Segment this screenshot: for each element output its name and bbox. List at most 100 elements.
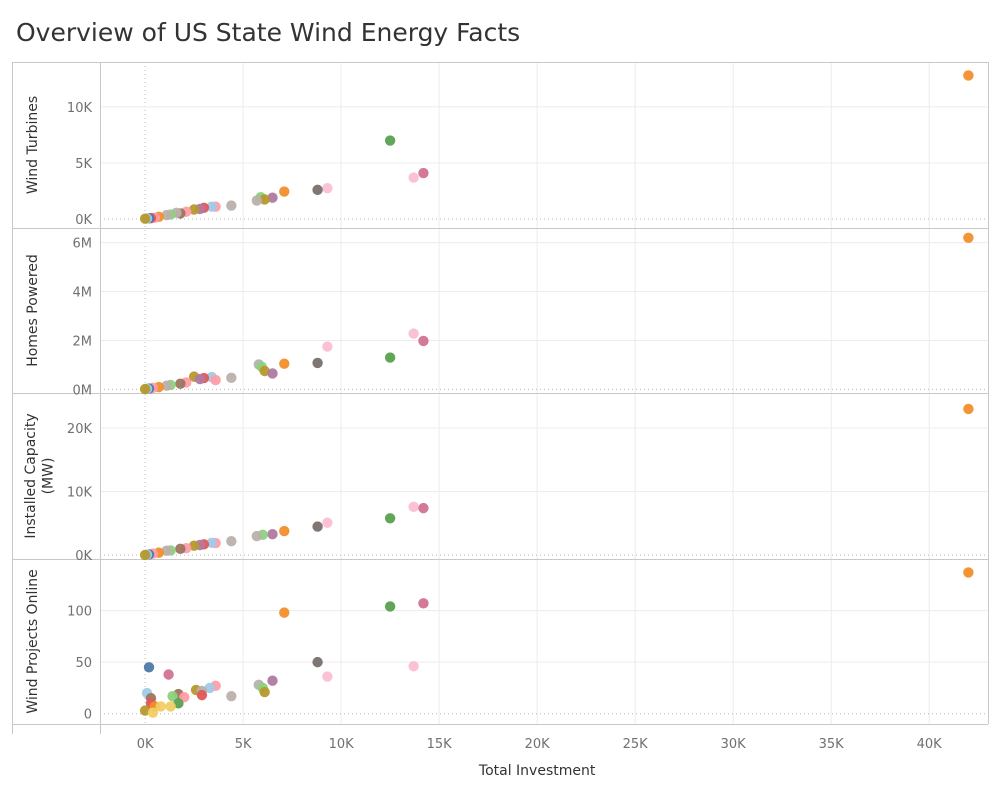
data-point bbox=[204, 682, 215, 694]
axis-titles: Wind Turbines Homes Powered Installed Capa… bbox=[23, 96, 596, 779]
y-tick-label: 10K bbox=[67, 486, 93, 501]
y-tick-label: 10K bbox=[67, 101, 93, 116]
data-point bbox=[408, 328, 419, 339]
data-point bbox=[226, 690, 237, 702]
data-point bbox=[408, 172, 419, 183]
data-point bbox=[279, 607, 290, 618]
data-point bbox=[194, 373, 206, 385]
data-point bbox=[408, 501, 419, 513]
data-point bbox=[143, 662, 155, 673]
x-tick-label: 0K bbox=[137, 737, 154, 752]
gridlines bbox=[100, 62, 988, 724]
data-point bbox=[963, 232, 974, 243]
y-tick-label: 50 bbox=[75, 656, 92, 671]
data-point bbox=[251, 195, 263, 206]
y-axis-title-line: (MW) bbox=[41, 458, 57, 495]
data-point bbox=[139, 213, 151, 224]
y-tick-label: 100 bbox=[67, 605, 92, 620]
y-tick-label: 4M bbox=[73, 286, 93, 301]
data-point bbox=[322, 671, 333, 682]
data-point bbox=[251, 530, 263, 542]
data-point bbox=[312, 521, 323, 532]
y-axis-title: Homes Powered bbox=[25, 254, 41, 367]
data-point bbox=[963, 567, 974, 578]
data-point bbox=[384, 352, 396, 363]
data-point bbox=[175, 378, 186, 389]
y-axis-title: Wind Projects Online bbox=[25, 569, 41, 713]
y-tick-label: 0K bbox=[75, 213, 92, 228]
data-points bbox=[139, 70, 974, 718]
data-point bbox=[267, 675, 278, 686]
data-point bbox=[322, 341, 333, 352]
y-tick-label: 6M bbox=[73, 237, 93, 252]
data-point bbox=[139, 549, 151, 561]
data-point bbox=[226, 200, 237, 211]
data-point bbox=[279, 186, 290, 197]
data-point bbox=[139, 705, 151, 716]
y-tick-label: 0M bbox=[73, 383, 93, 398]
chart-title: Overview of US State Wind Energy Facts bbox=[16, 18, 521, 47]
data-point bbox=[210, 374, 221, 386]
y-tick-label: 5K bbox=[75, 157, 92, 172]
data-point bbox=[259, 194, 270, 205]
data-point bbox=[259, 365, 270, 377]
data-point bbox=[418, 335, 429, 347]
data-point bbox=[384, 513, 396, 524]
data-point bbox=[259, 686, 270, 698]
y-tick-label: 2M bbox=[73, 334, 93, 349]
data-point bbox=[312, 357, 323, 369]
data-point bbox=[322, 517, 333, 528]
data-point bbox=[139, 383, 151, 395]
data-point bbox=[206, 537, 217, 548]
data-point bbox=[147, 707, 159, 718]
x-tick-label: 30K bbox=[721, 737, 747, 752]
data-point bbox=[226, 535, 237, 547]
data-point bbox=[163, 669, 174, 680]
x-tick-label: 25K bbox=[623, 737, 649, 752]
data-point bbox=[384, 135, 396, 146]
axis-ticks: 0K 5K 10K 15K 20K 25K 30K 35K 40K 0K 5K 10K 0M 2M 4M 6M… bbox=[67, 101, 942, 752]
data-point bbox=[279, 358, 290, 369]
data-point bbox=[161, 380, 172, 391]
data-point bbox=[418, 598, 429, 609]
data-point bbox=[206, 201, 217, 212]
data-point bbox=[312, 656, 323, 668]
data-point bbox=[963, 403, 974, 415]
y-tick-label: 0 bbox=[84, 708, 92, 723]
data-point bbox=[161, 545, 172, 556]
y-tick-label: 0K bbox=[75, 549, 92, 564]
data-point bbox=[226, 372, 237, 384]
data-point bbox=[267, 192, 278, 203]
data-point bbox=[267, 528, 278, 540]
data-point bbox=[384, 601, 396, 612]
x-tick-label: 20K bbox=[525, 737, 551, 752]
x-tick-label: 35K bbox=[819, 737, 845, 752]
x-tick-label: 15K bbox=[427, 737, 453, 752]
data-point bbox=[175, 543, 186, 555]
y-axis-title: Wind Turbines bbox=[25, 96, 41, 194]
data-point bbox=[312, 184, 323, 196]
panel-frames bbox=[12, 62, 989, 734]
data-point bbox=[167, 690, 178, 702]
x-tick-label: 5K bbox=[235, 737, 252, 752]
x-tick-label: 10K bbox=[329, 737, 355, 752]
data-point bbox=[279, 525, 290, 537]
y-axis-title-line: Installed Capacity bbox=[23, 413, 39, 538]
data-point bbox=[418, 167, 429, 179]
data-point bbox=[165, 701, 176, 712]
y-axis-title: Installed Capacity (MW) bbox=[23, 413, 57, 538]
data-point bbox=[418, 502, 429, 514]
data-point bbox=[963, 70, 974, 81]
y-tick-label: 20K bbox=[67, 422, 93, 437]
data-point bbox=[161, 209, 172, 221]
data-point bbox=[188, 540, 200, 551]
x-tick-label: 40K bbox=[917, 737, 943, 752]
data-point bbox=[173, 698, 184, 709]
data-point bbox=[155, 701, 166, 712]
data-point bbox=[196, 689, 208, 701]
data-point bbox=[408, 661, 419, 672]
data-point bbox=[322, 182, 333, 194]
data-point bbox=[267, 368, 278, 379]
x-axis-title: Total Investment bbox=[478, 763, 596, 779]
